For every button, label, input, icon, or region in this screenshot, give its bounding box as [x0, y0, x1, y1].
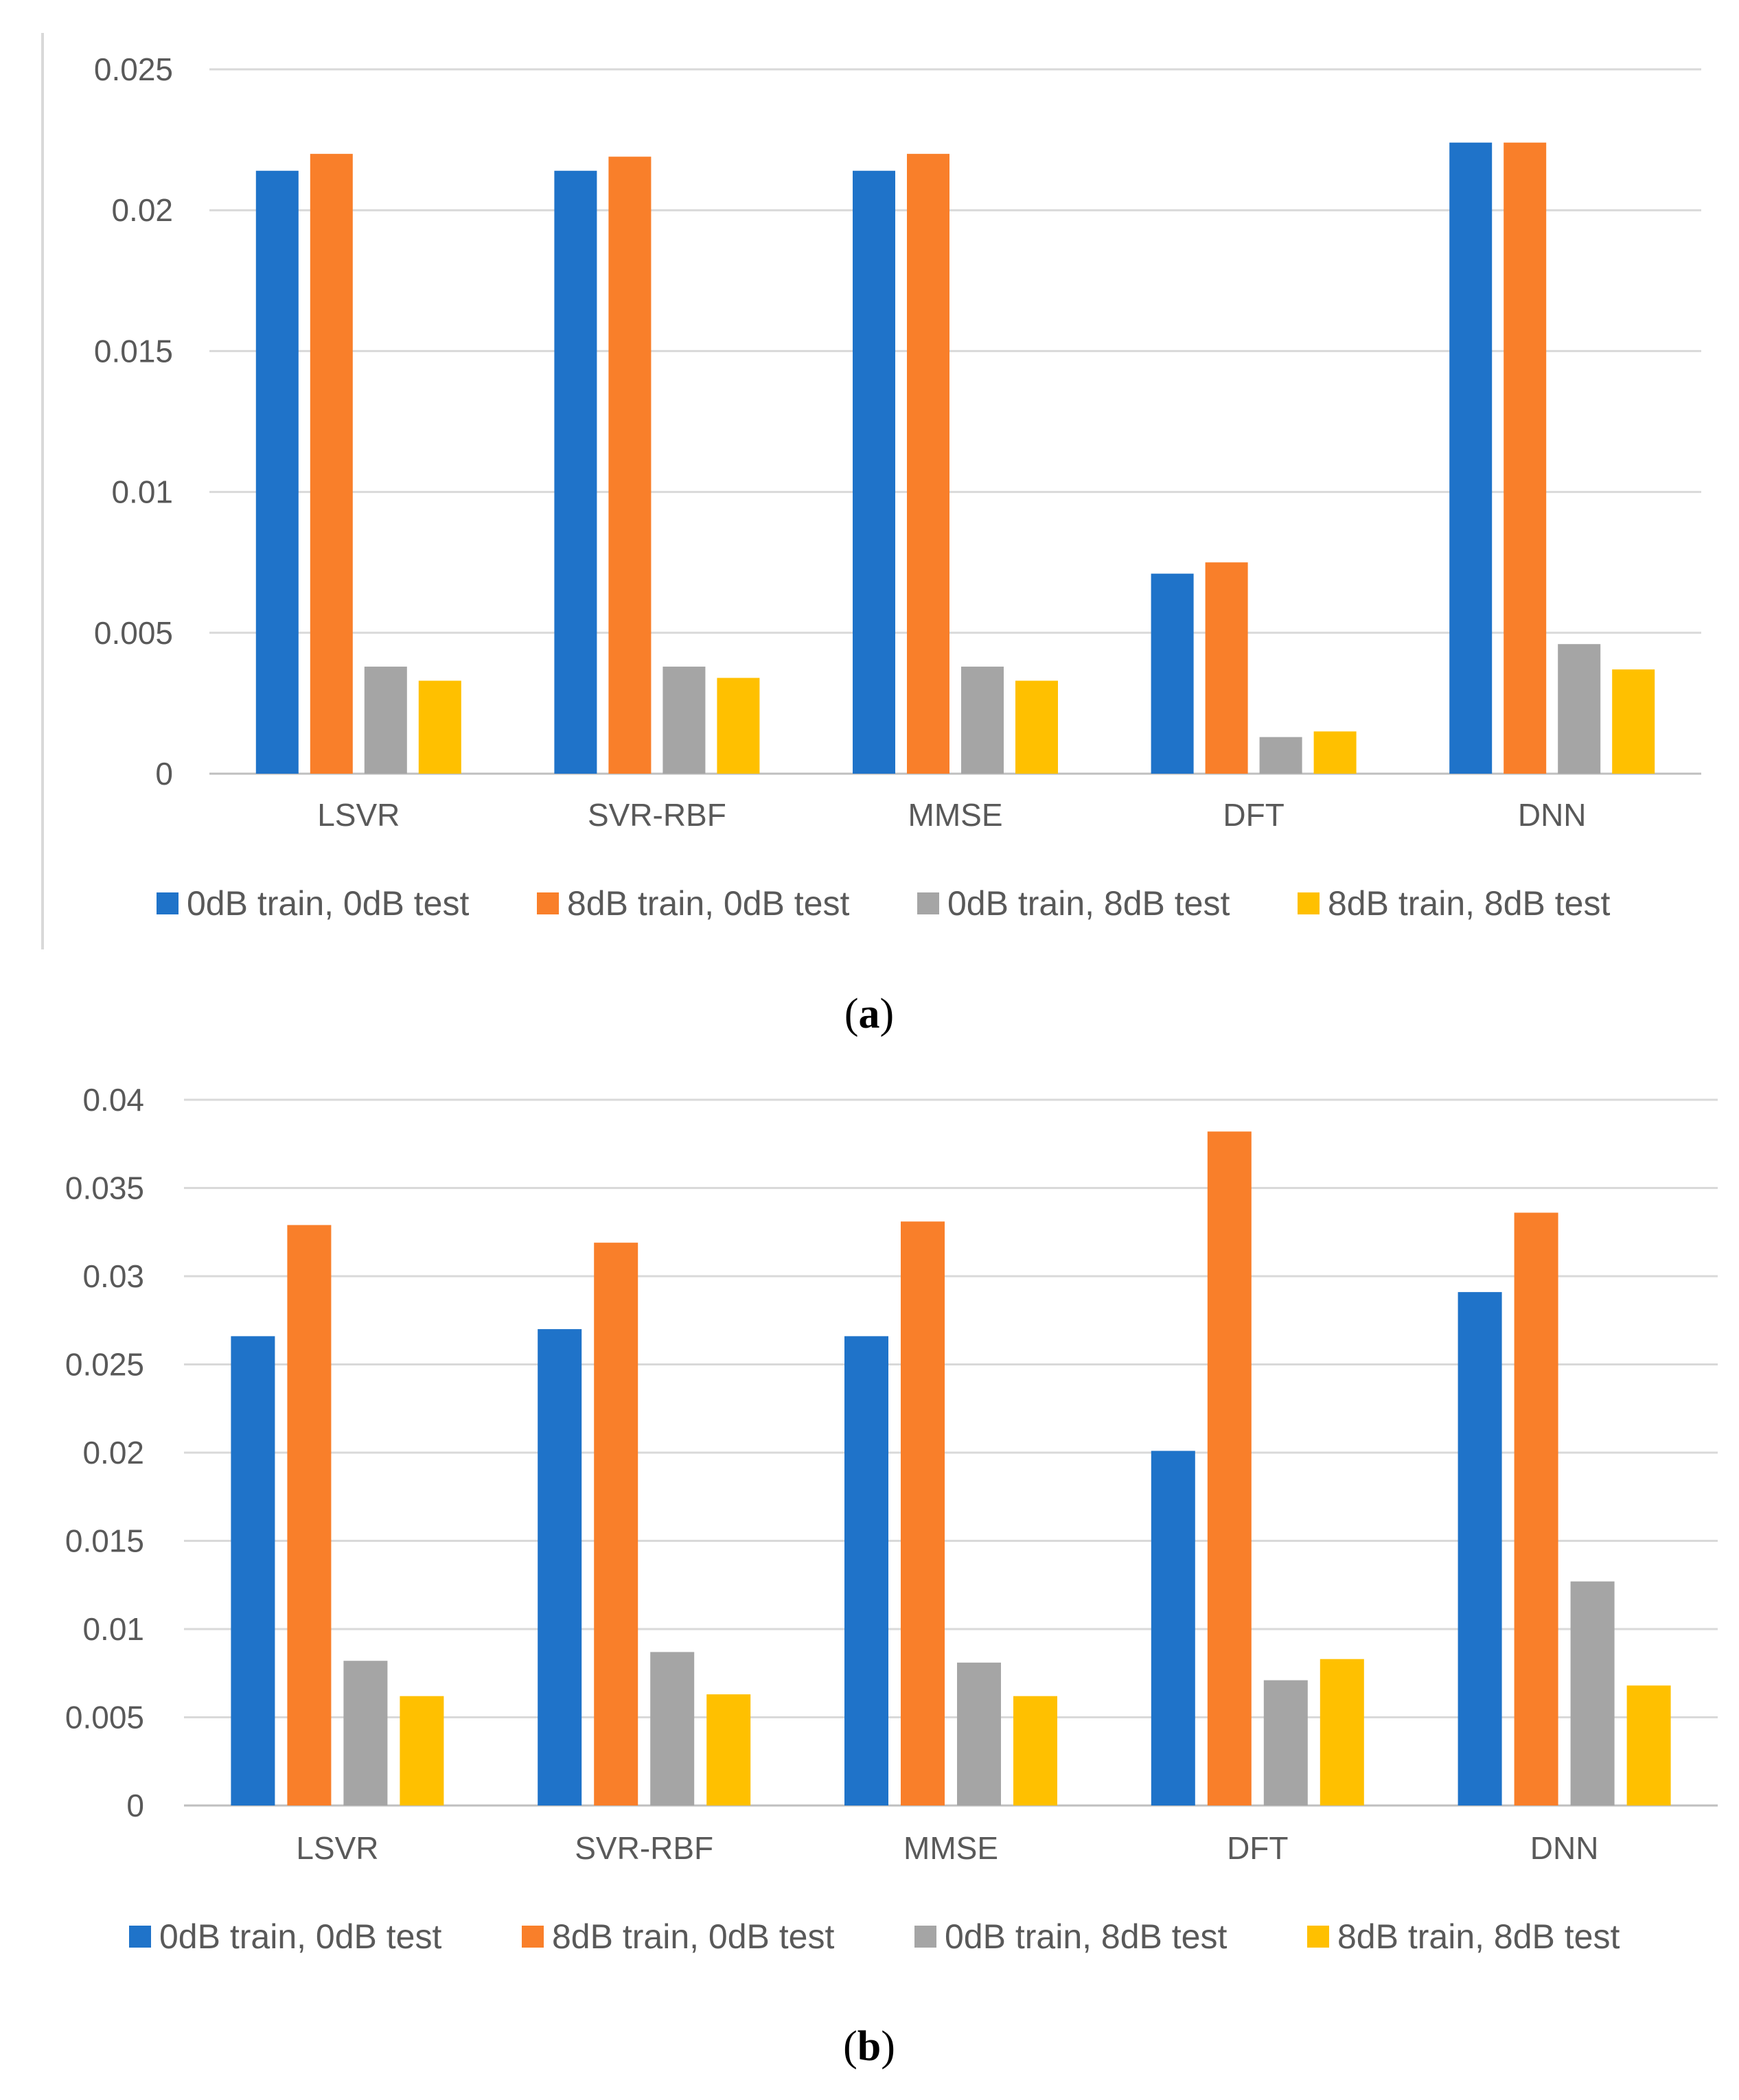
panel-label: (a)	[844, 991, 894, 1037]
x-tick-label: DFT	[1227, 1830, 1288, 1866]
y-tick-label: 0.005	[65, 1700, 144, 1735]
bar	[907, 154, 949, 774]
x-tick-label: DNN	[1530, 1830, 1599, 1866]
bar	[1263, 1680, 1308, 1805]
bar	[1514, 1212, 1558, 1805]
legend-label: 8dB train, 8dB test	[1328, 884, 1610, 923]
bar	[1259, 737, 1302, 774]
legend-label: 8dB train, 0dB test	[567, 884, 849, 923]
bar	[1612, 669, 1655, 774]
x-tick-label: MMSE	[908, 797, 1003, 833]
bar	[231, 1336, 275, 1805]
y-tick-label: 0.025	[94, 51, 173, 87]
y-tick-label: 0.035	[65, 1170, 144, 1206]
bar	[961, 667, 1004, 774]
bar	[594, 1243, 638, 1805]
bar	[650, 1652, 695, 1805]
bar	[1504, 142, 1547, 774]
legend-swatch	[129, 1926, 151, 1948]
legend-swatch	[1298, 892, 1320, 914]
bar	[418, 680, 461, 774]
x-tick-label: SVR-RBF	[588, 797, 726, 833]
bar	[957, 1662, 1001, 1805]
bar	[844, 1336, 888, 1805]
bar	[400, 1696, 444, 1805]
bar	[853, 170, 895, 774]
y-tick-label: 0.02	[111, 192, 173, 228]
legend-label: 0dB train, 0dB test	[187, 884, 469, 923]
x-tick-label: MMSE	[903, 1830, 998, 1866]
legend-label: 8dB train, 0dB test	[552, 1917, 834, 1956]
bar	[1570, 1581, 1615, 1805]
bar	[1013, 1696, 1057, 1805]
bar	[1449, 142, 1493, 774]
y-tick-label: 0.025	[65, 1347, 144, 1383]
y-tick-label: 0.005	[94, 615, 173, 651]
y-tick-label: 0.015	[65, 1523, 144, 1559]
bar	[255, 170, 299, 774]
bar	[1320, 1659, 1364, 1805]
legend-swatch	[1307, 1926, 1329, 1948]
bar	[1626, 1685, 1671, 1805]
bar	[1151, 1451, 1195, 1805]
legend-label: 0dB train, 8dB test	[947, 884, 1230, 923]
bar	[287, 1225, 332, 1805]
bar	[343, 1661, 388, 1805]
bar	[1558, 644, 1601, 774]
bar	[310, 154, 353, 774]
bar	[538, 1329, 582, 1805]
x-tick-label: DFT	[1223, 797, 1284, 833]
chart-panel-a: 0 0.005 0.01 0.015 0.02 0.025 LSVR SVR-RBF MMSE D…	[94, 51, 1701, 1037]
bar	[706, 1694, 751, 1805]
y-tick-label: 0	[126, 1788, 144, 1823]
bar	[364, 667, 407, 774]
bar	[1313, 731, 1357, 774]
legend-swatch	[917, 892, 939, 914]
bar	[1458, 1292, 1502, 1805]
y-tick-label: 0.04	[82, 1082, 144, 1118]
y-tick-label: 0	[155, 756, 173, 792]
x-tick-label: LSVR	[296, 1830, 378, 1866]
panel-label: (b)	[843, 2023, 895, 2070]
y-tick-label: 0.01	[82, 1611, 144, 1647]
x-tick-label: SVR-RBF	[575, 1830, 713, 1866]
legend-swatch	[914, 1926, 936, 1948]
y-tick-label: 0.02	[82, 1435, 144, 1470]
bar	[1207, 1131, 1252, 1805]
x-tick-label: DNN	[1518, 797, 1587, 833]
bar	[901, 1221, 945, 1805]
bar	[1151, 573, 1194, 774]
bar	[1015, 680, 1058, 774]
bar	[554, 170, 597, 774]
chart-panel-b: 0 0.005 0.01 0.015 0.02 0.025 0.03 0.035 0.04 LSV…	[65, 1082, 1718, 2070]
legend-label: 0dB train, 0dB test	[159, 1917, 441, 1956]
bar	[1205, 562, 1248, 774]
y-tick-label: 0.03	[82, 1258, 144, 1294]
legend-swatch	[157, 892, 178, 914]
legend-label: 0dB train, 8dB test	[945, 1917, 1227, 1956]
legend-swatch	[537, 892, 559, 914]
y-tick-label: 0.01	[111, 474, 173, 510]
legend-swatch	[522, 1926, 544, 1948]
bar	[663, 667, 706, 774]
y-tick-label: 0.015	[94, 333, 173, 369]
x-tick-label: LSVR	[317, 797, 400, 833]
bar	[608, 157, 652, 774]
legend-label: 8dB train, 8dB test	[1337, 1917, 1620, 1956]
bar	[717, 678, 760, 774]
